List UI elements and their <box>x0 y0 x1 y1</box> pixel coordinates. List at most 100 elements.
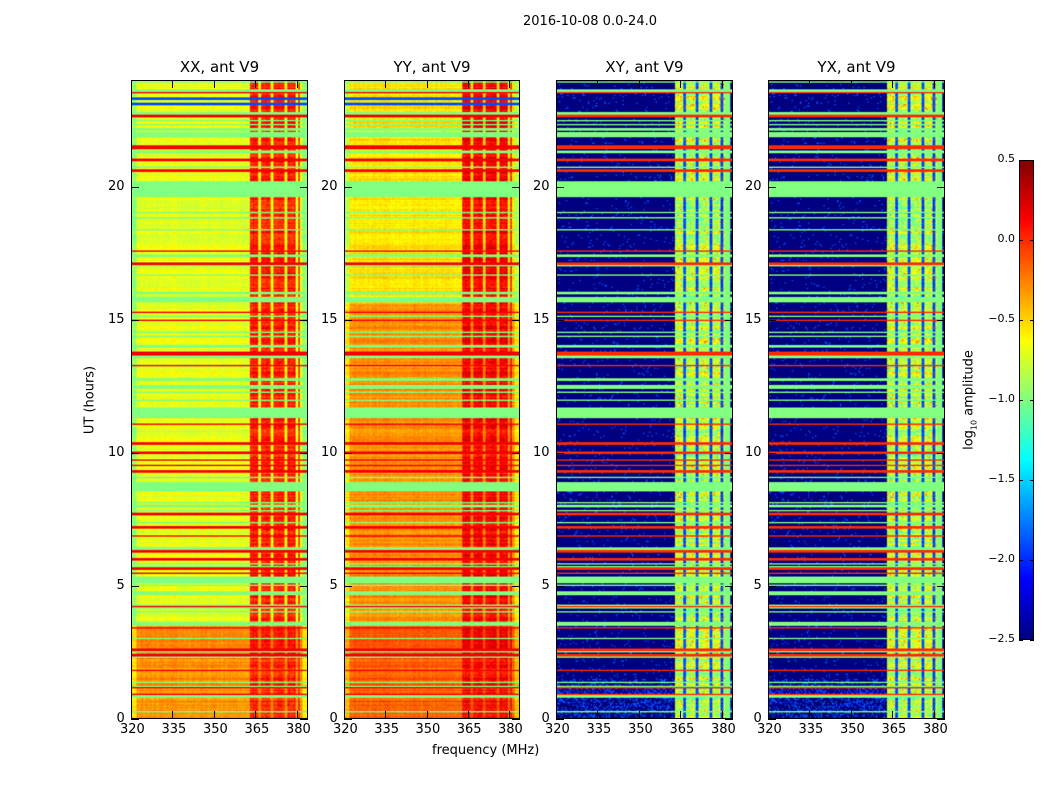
x-axis-label: frequency (MHz) <box>432 743 540 758</box>
x-tick-label: 335 <box>161 722 187 737</box>
x-tick-label: 350 <box>839 722 865 737</box>
y-tick-label: 20 <box>745 178 762 194</box>
y-tick <box>131 452 139 454</box>
colorbar-tick-label: −2.0 <box>988 552 1015 565</box>
y-tick-right <box>512 585 520 587</box>
x-tick <box>850 711 852 719</box>
axes-frame <box>344 80 520 719</box>
x-tick-label: 350 <box>627 722 653 737</box>
y-tick-right <box>937 585 945 587</box>
colorbar-label-sub: 10 <box>969 419 979 431</box>
colorbar-tick <box>1030 560 1034 561</box>
y-tick <box>768 319 776 321</box>
x-tick-top <box>426 80 428 88</box>
y-tick-right <box>725 452 733 454</box>
x-tick-label: 380 <box>710 722 736 737</box>
x-tick-label: 320 <box>333 722 358 737</box>
colorbar-tick <box>1019 320 1023 321</box>
x-tick-top <box>597 80 599 88</box>
colorbar-gradient <box>1019 160 1034 640</box>
x-tick-label: 380 <box>922 722 948 737</box>
x-tick <box>509 711 510 719</box>
y-tick <box>344 452 352 454</box>
x-tick <box>721 711 723 719</box>
y-tick-right <box>300 186 308 188</box>
x-tick <box>172 711 174 719</box>
x-tick <box>467 711 469 719</box>
colorbar-tick <box>1019 240 1023 241</box>
y-tick <box>556 186 564 188</box>
heatmap-image <box>344 80 520 719</box>
y-tick-right <box>725 319 733 321</box>
colorbar-label-log: log <box>961 430 977 450</box>
colorbar-tick <box>1019 160 1023 161</box>
x-tick-top <box>768 80 769 88</box>
panel-xy: XY, ant V9 320 335 350 365 380 0 5 10 15 20 <box>533 58 736 737</box>
y-tick-right <box>512 319 520 321</box>
y-tick-label: 10 <box>745 444 762 460</box>
x-tick-top <box>131 80 132 88</box>
y-tick-label: 0 <box>541 711 550 726</box>
panel-title: YX, ant V9 <box>817 58 896 76</box>
colorbar-tick <box>1019 480 1023 481</box>
x-tick-label: 365 <box>456 722 482 737</box>
colorbar-tick <box>1030 640 1034 641</box>
x-tick <box>131 711 132 719</box>
heatmap-image <box>768 80 945 719</box>
y-tick-right <box>512 186 520 188</box>
colorbar-tick-label: −2.5 <box>988 632 1015 645</box>
x-tick-label: 350 <box>415 722 441 737</box>
y-tick-label: 10 <box>108 444 125 460</box>
panel-title: XY, ant V9 <box>605 58 684 76</box>
y-tick-right <box>300 319 308 321</box>
panel-title: XX, ant V9 <box>179 58 260 76</box>
colorbar-tick-label: −1.0 <box>988 392 1015 405</box>
heatmap-image <box>131 80 308 719</box>
x-tick-label: 365 <box>669 722 695 737</box>
y-tick-label: 10 <box>533 444 550 460</box>
x-tick-label: 365 <box>881 722 907 737</box>
y-tick-right <box>937 719 945 720</box>
x-tick-top <box>467 80 469 88</box>
y-tick-label: 15 <box>745 311 762 327</box>
x-tick <box>344 711 345 719</box>
y-tick-label: 10 <box>321 444 338 460</box>
y-tick-label: 0 <box>116 711 125 726</box>
colorbar-tick <box>1030 240 1034 241</box>
x-tick <box>296 711 298 719</box>
x-tick <box>680 711 682 719</box>
y-tick <box>768 719 776 720</box>
x-tick <box>426 711 428 719</box>
x-tick-top <box>556 80 557 88</box>
x-tick <box>768 711 769 719</box>
x-tick-top <box>850 80 852 88</box>
y-tick <box>344 719 352 720</box>
y-tick-label: 0 <box>329 711 338 726</box>
x-tick <box>892 711 894 719</box>
y-tick-label: 15 <box>321 311 338 327</box>
y-tick <box>556 585 564 587</box>
y-tick-right <box>300 585 308 587</box>
colorbar-tick <box>1030 160 1034 161</box>
panel-title: YY, ant V9 <box>393 58 471 76</box>
x-tick-top <box>385 80 387 88</box>
colorbar-tick-label: 0.0 <box>997 232 1016 245</box>
x-tick <box>556 711 557 719</box>
x-tick-top <box>509 80 510 88</box>
y-tick <box>768 452 776 454</box>
x-tick-label: 320 <box>120 722 145 737</box>
x-tick-top <box>721 80 723 88</box>
x-tick <box>597 711 599 719</box>
y-tick <box>556 452 564 454</box>
figure-title: 2016-10-08 0.0-24.0 <box>523 14 657 29</box>
panel-yx: YX, ant V9 320 335 350 365 380 0 5 10 15 20 <box>745 58 948 737</box>
colorbar-tick-label: 0.5 <box>997 152 1016 165</box>
axes-frame <box>768 80 945 719</box>
x-tick-label: 350 <box>202 722 228 737</box>
x-tick-label: 320 <box>757 722 782 737</box>
panel-xx: XX, ant V9 320 335 350 365 380 0 5 10 15 20 <box>108 58 311 737</box>
x-tick-label: 380 <box>498 722 523 737</box>
y-tick-right <box>937 452 945 454</box>
y-tick <box>768 585 776 587</box>
x-tick-label: 365 <box>244 722 270 737</box>
